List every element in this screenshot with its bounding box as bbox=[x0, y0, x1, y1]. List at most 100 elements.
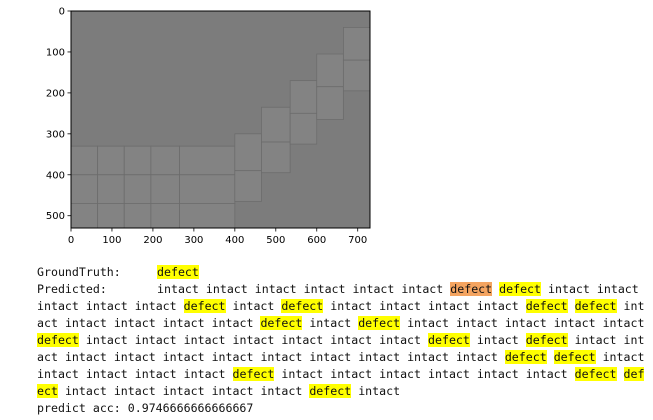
predicted-token: intact bbox=[358, 384, 401, 398]
predicted-token: intact bbox=[596, 282, 639, 296]
predicted-token: intact bbox=[281, 333, 324, 347]
predicted-token: intact bbox=[330, 333, 373, 347]
predicted-token: intact bbox=[401, 282, 444, 296]
y-tick-label: 100 bbox=[46, 47, 65, 58]
predicted-token: intact bbox=[330, 299, 373, 313]
predicted-token: intact bbox=[64, 316, 107, 330]
predicted-token: intact bbox=[330, 367, 373, 381]
predicted-token: intact bbox=[428, 299, 470, 313]
predicted-token: intact bbox=[85, 333, 128, 347]
image-tile bbox=[70, 174, 99, 204]
predicted-token: intact bbox=[113, 384, 156, 398]
predicted-token: intact bbox=[64, 350, 107, 364]
predicted-token: defect bbox=[525, 333, 568, 347]
image-tile bbox=[123, 174, 152, 204]
image-tile bbox=[289, 80, 318, 114]
predicted-token: intact bbox=[85, 367, 128, 381]
predicted-token: intact bbox=[260, 350, 303, 364]
predicted-token: intact bbox=[232, 299, 275, 313]
predicted-token: intact bbox=[85, 299, 128, 313]
predicted-token: defect bbox=[37, 333, 79, 347]
y-tick-label: 300 bbox=[46, 129, 65, 140]
image-tile bbox=[342, 59, 371, 92]
image-tile bbox=[261, 141, 291, 174]
y-tick-label: 0 bbox=[59, 7, 65, 18]
predicted-token: intact bbox=[37, 367, 79, 381]
ground-truth-value: defect bbox=[157, 265, 199, 279]
predicted-token: intact bbox=[548, 282, 590, 296]
predicted-token: intact bbox=[211, 350, 254, 364]
image-tile bbox=[316, 53, 344, 88]
image-tile bbox=[97, 145, 125, 176]
prediction-output: GroundTruth: defect Predicted: intact inta… bbox=[37, 264, 649, 415]
predicted-token: defect bbox=[553, 350, 596, 364]
predicted-token: intact bbox=[407, 316, 449, 330]
image-tile bbox=[261, 106, 291, 143]
image-tile bbox=[123, 145, 152, 176]
predicted-token: intact bbox=[379, 333, 422, 347]
predicted-token: intact bbox=[476, 333, 519, 347]
x-tick-label: 200 bbox=[143, 235, 162, 246]
predicted-token: intact bbox=[303, 282, 346, 296]
predicted-token: intact bbox=[407, 350, 449, 364]
predicted-token: intact bbox=[504, 316, 547, 330]
image-area bbox=[70, 11, 371, 229]
image-tile bbox=[70, 145, 99, 176]
x-tick-label: 100 bbox=[102, 235, 121, 246]
x-tick-label: 0 bbox=[68, 235, 74, 246]
predicted-token: intact bbox=[379, 299, 422, 313]
predicted-token: intact bbox=[232, 333, 275, 347]
predicted-token: defect bbox=[281, 299, 324, 313]
predicted-token: defect bbox=[183, 299, 226, 313]
y-tick-label: 500 bbox=[46, 211, 65, 222]
predicted-token: defect bbox=[260, 316, 303, 330]
x-tick-label: 400 bbox=[225, 235, 244, 246]
image-tile bbox=[234, 170, 262, 202]
predicted-token: intact bbox=[64, 384, 107, 398]
predicted-token: intact bbox=[162, 316, 205, 330]
predicted-tokens: intact intact intact intact intact intac… bbox=[37, 282, 645, 398]
x-tick-label: 500 bbox=[266, 235, 285, 246]
ground-truth-line: GroundTruth: defect bbox=[37, 264, 649, 281]
predicted-token: defect bbox=[574, 299, 617, 313]
predicted-token: intact bbox=[476, 299, 519, 313]
predicted-token: intact bbox=[162, 350, 205, 364]
predicted-token: intact bbox=[183, 333, 226, 347]
predicted-token: defect bbox=[499, 282, 542, 296]
predicted-token: defect bbox=[525, 299, 568, 313]
predicted-token: intact bbox=[260, 384, 303, 398]
predicted-token: intact bbox=[525, 367, 568, 381]
image-tile bbox=[97, 203, 125, 229]
predicted-token: defect bbox=[309, 384, 352, 398]
predicted-token: intact bbox=[574, 333, 617, 347]
predicted-token: intact bbox=[379, 367, 422, 381]
predicted-token: intact bbox=[211, 316, 254, 330]
predicted-token: intact bbox=[134, 299, 177, 313]
predicted-token: intact bbox=[455, 316, 498, 330]
image-tile bbox=[234, 133, 262, 172]
predicted-token: intact bbox=[309, 316, 352, 330]
predicted-token: intact bbox=[113, 350, 156, 364]
predicted-token: intact bbox=[428, 367, 470, 381]
predicted-token: intact bbox=[37, 333, 645, 364]
predicted-token: intact bbox=[37, 299, 645, 330]
image-tile bbox=[179, 145, 236, 176]
predicted-token: defect bbox=[232, 367, 275, 381]
image-tile bbox=[123, 203, 152, 229]
image-tile bbox=[289, 112, 318, 145]
predicted-token: intact bbox=[205, 282, 248, 296]
predicted-token: defect bbox=[428, 333, 470, 347]
predicted-token: defect bbox=[358, 316, 401, 330]
accuracy-label: predict acc: bbox=[37, 401, 121, 415]
predicted-token: intact bbox=[309, 350, 352, 364]
predicted-token: defect bbox=[450, 282, 493, 296]
predicted-token: intact bbox=[183, 367, 226, 381]
image-plot: 0 100 200 300 400 500 600 700 0 100 200 300 400 500 bbox=[46, 7, 371, 246]
image-tile bbox=[150, 203, 180, 229]
predicted-token: intact bbox=[358, 350, 401, 364]
predicted-token: defect bbox=[504, 350, 547, 364]
predicted-token: intact bbox=[113, 316, 156, 330]
predicted-token: intact bbox=[553, 316, 596, 330]
image-tile bbox=[179, 203, 236, 229]
image-tile bbox=[316, 86, 344, 120]
